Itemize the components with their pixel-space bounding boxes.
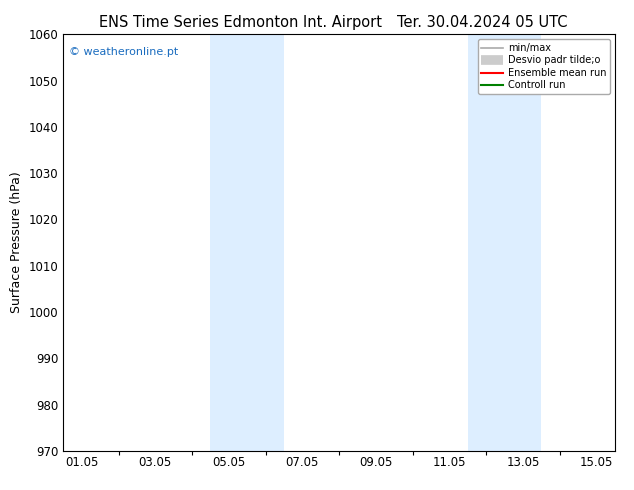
- Text: ENS Time Series Edmonton Int. Airport: ENS Time Series Edmonton Int. Airport: [100, 15, 382, 30]
- Bar: [468, 34, 541, 451]
- Y-axis label: Surface Pressure (hPa): Surface Pressure (hPa): [10, 172, 23, 314]
- Legend: min/max, Desvio padr tilde;o, Ensemble mean run, Controll run: min/max, Desvio padr tilde;o, Ensemble m…: [477, 39, 610, 94]
- Text: Ter. 30.04.2024 05 UTC: Ter. 30.04.2024 05 UTC: [397, 15, 567, 30]
- Bar: [210, 34, 284, 451]
- Text: © weatheronline.pt: © weatheronline.pt: [69, 47, 178, 57]
